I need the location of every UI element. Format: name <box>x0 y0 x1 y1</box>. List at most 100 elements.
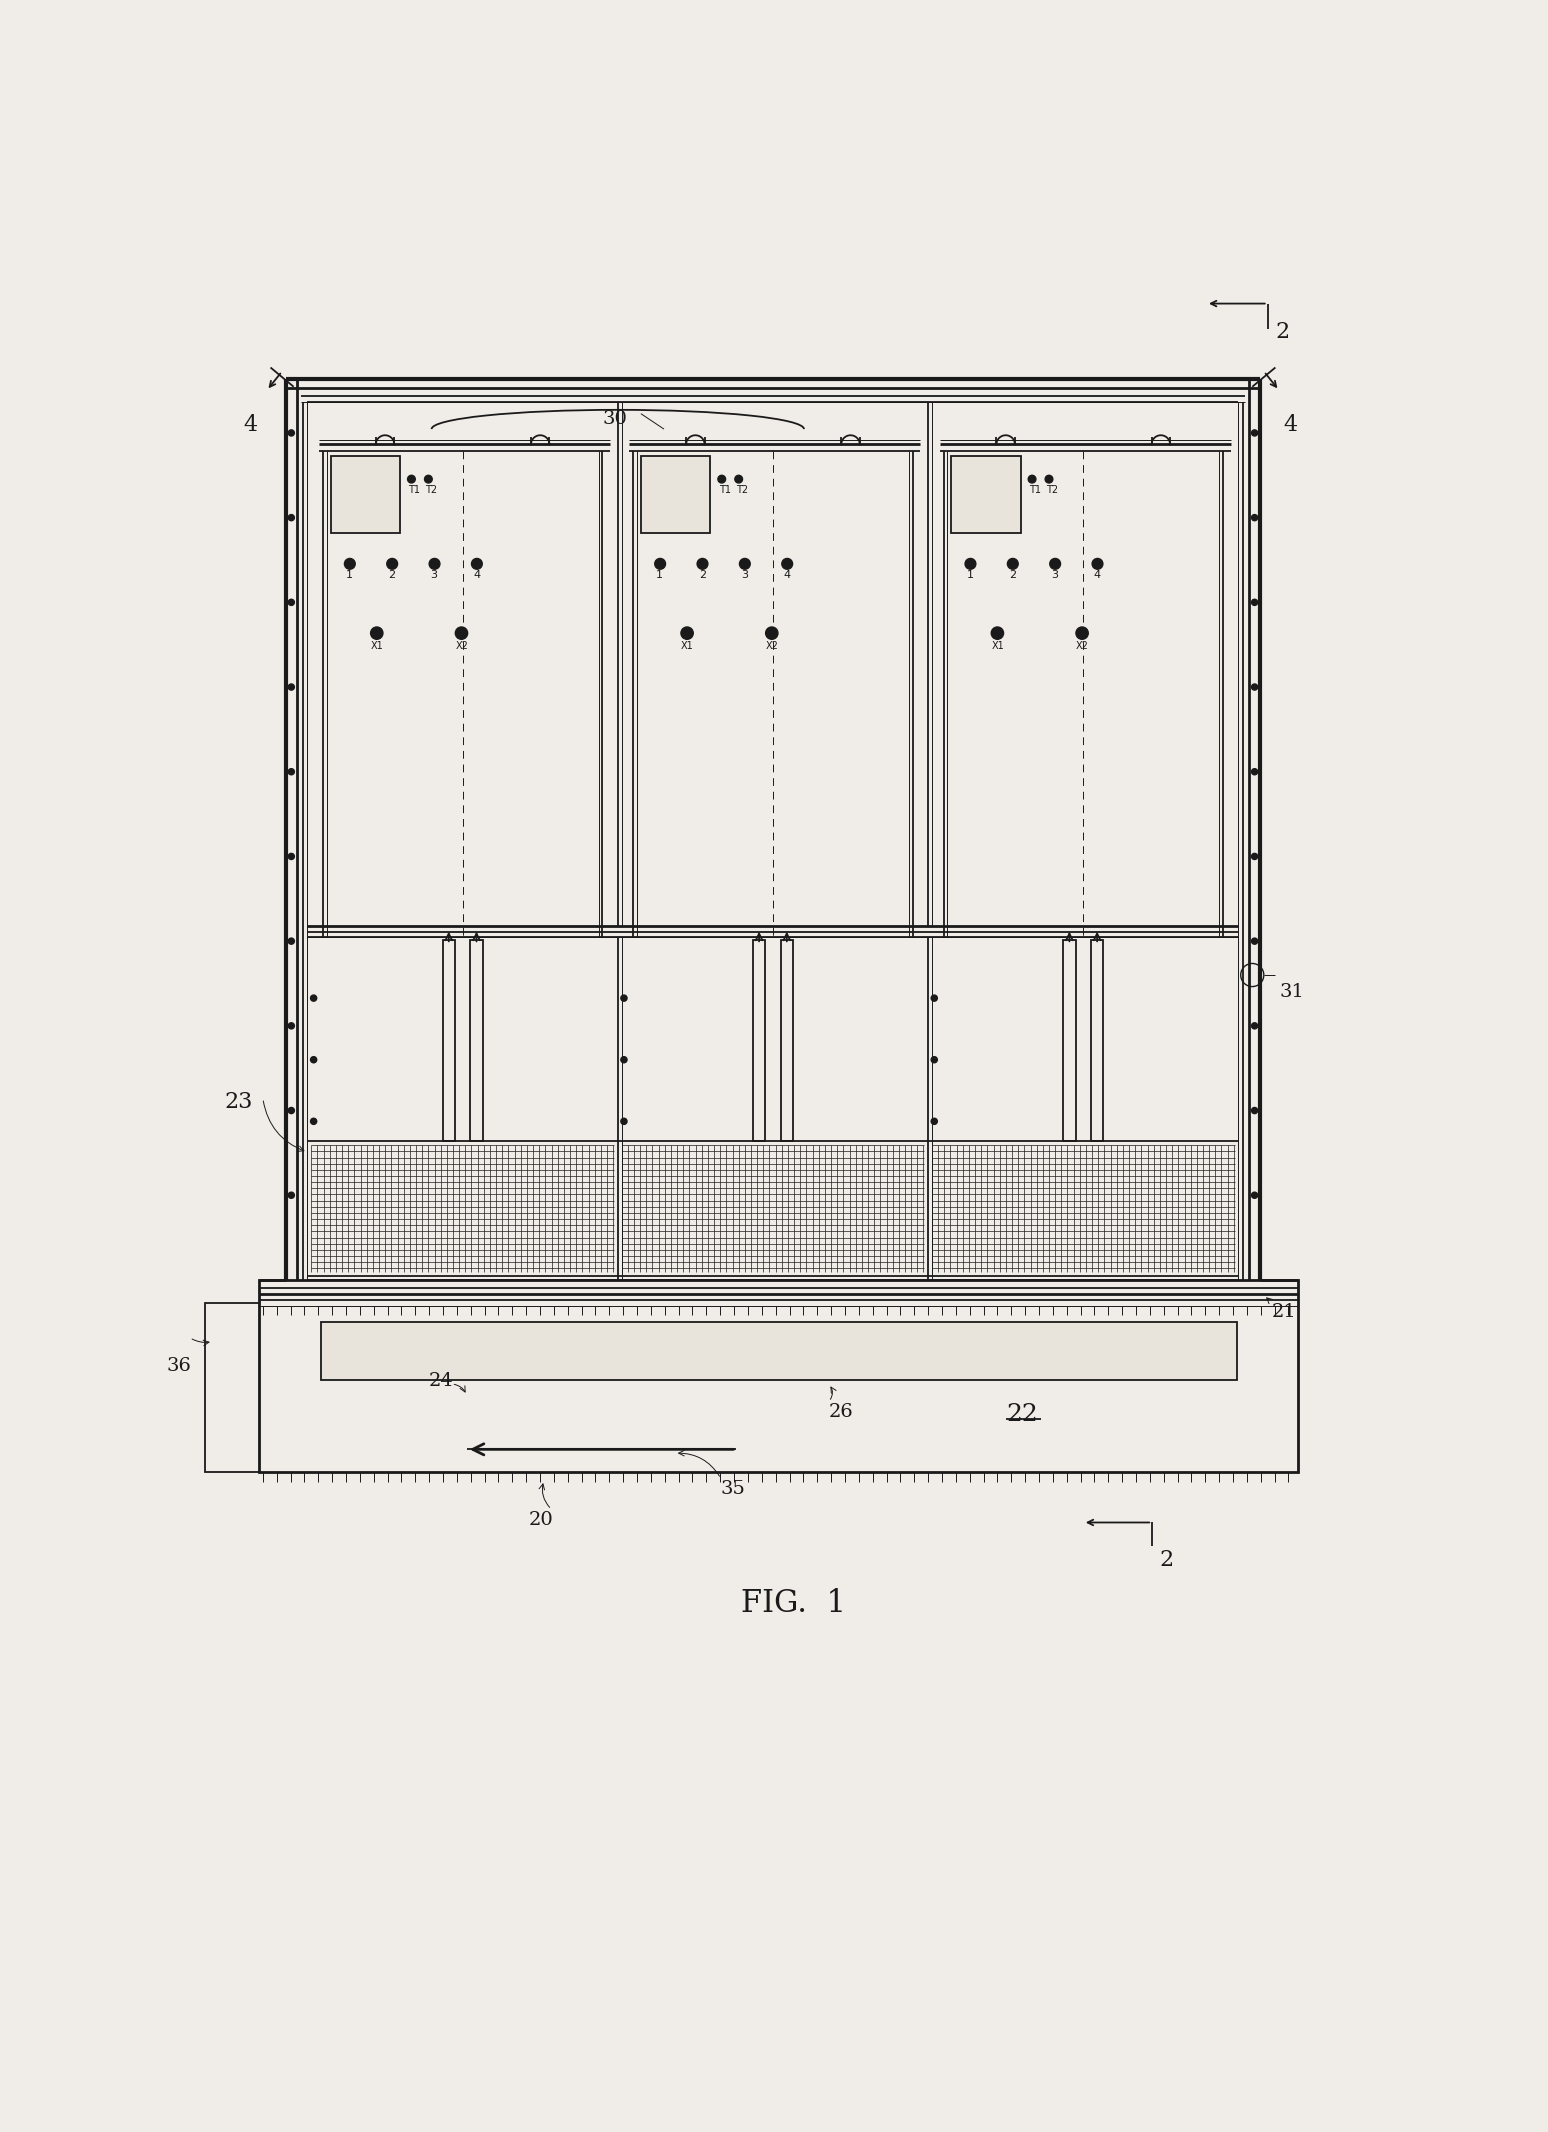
Circle shape <box>991 627 1003 640</box>
Circle shape <box>782 559 793 569</box>
Circle shape <box>1050 559 1060 569</box>
Text: 26: 26 <box>828 1403 853 1422</box>
Text: 2: 2 <box>698 569 706 580</box>
Bar <box>320 1322 1237 1379</box>
Circle shape <box>311 1119 317 1124</box>
Text: 3: 3 <box>1051 569 1059 580</box>
Circle shape <box>1251 1023 1257 1030</box>
Circle shape <box>345 559 354 569</box>
Circle shape <box>370 627 382 640</box>
Bar <box>1091 940 1104 1141</box>
Text: 1: 1 <box>656 569 663 580</box>
Circle shape <box>288 431 294 437</box>
Bar <box>641 456 711 533</box>
Circle shape <box>288 684 294 691</box>
Text: T2: T2 <box>426 484 438 495</box>
Text: T1: T1 <box>1029 484 1040 495</box>
Text: FIG.  1: FIG. 1 <box>741 1588 845 1618</box>
Circle shape <box>1251 770 1257 774</box>
Bar <box>443 940 455 1141</box>
Circle shape <box>1251 938 1257 944</box>
Circle shape <box>1008 559 1019 569</box>
Circle shape <box>932 1119 938 1124</box>
Text: 31: 31 <box>1279 983 1303 1000</box>
Bar <box>1063 940 1076 1141</box>
Circle shape <box>621 996 627 1002</box>
Circle shape <box>472 559 483 569</box>
Text: 22: 22 <box>1006 1403 1037 1426</box>
Circle shape <box>288 514 294 520</box>
Text: 3: 3 <box>741 569 748 580</box>
Circle shape <box>288 1107 294 1113</box>
Text: 24: 24 <box>429 1373 454 1390</box>
Text: 1: 1 <box>347 569 353 580</box>
Text: 4: 4 <box>1283 414 1297 435</box>
Circle shape <box>718 475 726 484</box>
Text: X1: X1 <box>681 640 694 650</box>
Circle shape <box>311 1057 317 1062</box>
Bar <box>308 403 1238 925</box>
Text: 35: 35 <box>721 1480 746 1499</box>
Circle shape <box>1091 559 1102 569</box>
Circle shape <box>1251 431 1257 437</box>
Circle shape <box>311 996 317 1002</box>
Text: 20: 20 <box>528 1512 553 1529</box>
Bar <box>308 936 1238 1279</box>
Circle shape <box>407 475 415 484</box>
Circle shape <box>1251 853 1257 859</box>
Text: 1: 1 <box>966 569 974 580</box>
Text: X1: X1 <box>991 640 1005 650</box>
Text: 2: 2 <box>1276 322 1289 343</box>
Text: 4: 4 <box>474 569 480 580</box>
Circle shape <box>288 938 294 944</box>
Circle shape <box>429 559 440 569</box>
Circle shape <box>1251 514 1257 520</box>
Bar <box>204 1303 259 1473</box>
Circle shape <box>387 559 398 569</box>
Bar <box>471 940 483 1141</box>
Circle shape <box>455 627 467 640</box>
Text: T2: T2 <box>735 484 748 495</box>
Text: X2: X2 <box>455 640 467 650</box>
Text: 3: 3 <box>430 569 438 580</box>
Text: T1: T1 <box>718 484 731 495</box>
Text: 2: 2 <box>389 569 395 580</box>
Text: 23: 23 <box>224 1092 252 1113</box>
Bar <box>259 1279 1299 1473</box>
Circle shape <box>1028 475 1036 484</box>
Circle shape <box>424 475 432 484</box>
Bar <box>950 456 1020 533</box>
Circle shape <box>681 627 694 640</box>
Circle shape <box>1251 684 1257 691</box>
Circle shape <box>932 1057 938 1062</box>
Circle shape <box>735 475 743 484</box>
Text: X2: X2 <box>766 640 779 650</box>
Text: 2: 2 <box>1009 569 1015 580</box>
Text: 4: 4 <box>243 414 257 435</box>
Circle shape <box>1076 627 1088 640</box>
Circle shape <box>288 770 294 774</box>
Circle shape <box>288 1023 294 1030</box>
Bar <box>752 940 765 1141</box>
Circle shape <box>1251 599 1257 605</box>
Circle shape <box>621 1057 627 1062</box>
Circle shape <box>766 627 779 640</box>
Text: X2: X2 <box>1076 640 1088 650</box>
Text: 4: 4 <box>1093 569 1101 580</box>
Text: 4: 4 <box>783 569 791 580</box>
Circle shape <box>621 1119 627 1124</box>
Circle shape <box>288 1192 294 1198</box>
Bar <box>331 456 399 533</box>
Circle shape <box>932 996 938 1002</box>
Circle shape <box>740 559 751 569</box>
Circle shape <box>288 853 294 859</box>
Text: 21: 21 <box>1271 1303 1296 1322</box>
Circle shape <box>1251 1192 1257 1198</box>
Circle shape <box>1045 475 1053 484</box>
Circle shape <box>1251 1107 1257 1113</box>
Text: X1: X1 <box>370 640 384 650</box>
Text: 30: 30 <box>602 409 627 429</box>
Bar <box>780 940 793 1141</box>
Circle shape <box>697 559 707 569</box>
Circle shape <box>288 599 294 605</box>
